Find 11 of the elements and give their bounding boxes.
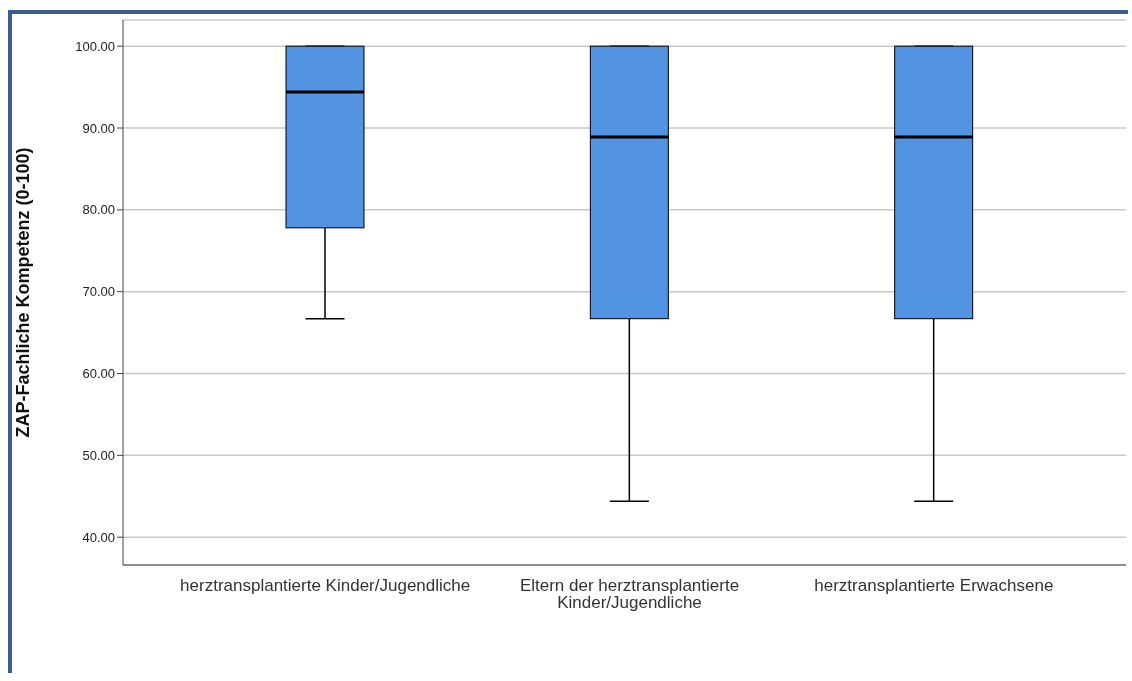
y-tick-label: 70.00 xyxy=(82,284,115,300)
y-axis-title: ZAP-Fachliche Kompetenz (0-100) xyxy=(13,147,34,438)
y-tick-label: 60.00 xyxy=(82,366,115,382)
x-tick-label: herztransplantierte Erwachsene xyxy=(814,576,1054,596)
x-tick-label: Eltern der herztransplantierte Kinder/Jugendliche xyxy=(519,576,740,613)
y-tick-label: 100.00 xyxy=(75,38,115,54)
y-tick-label: 50.00 xyxy=(82,447,115,463)
y-tick-label: 40.00 xyxy=(82,529,115,545)
x-tick-label: herztransplantierte Kinder/Jugendliche xyxy=(180,576,471,596)
y-tick-label: 90.00 xyxy=(82,120,115,136)
y-tick-label: 80.00 xyxy=(82,202,115,218)
